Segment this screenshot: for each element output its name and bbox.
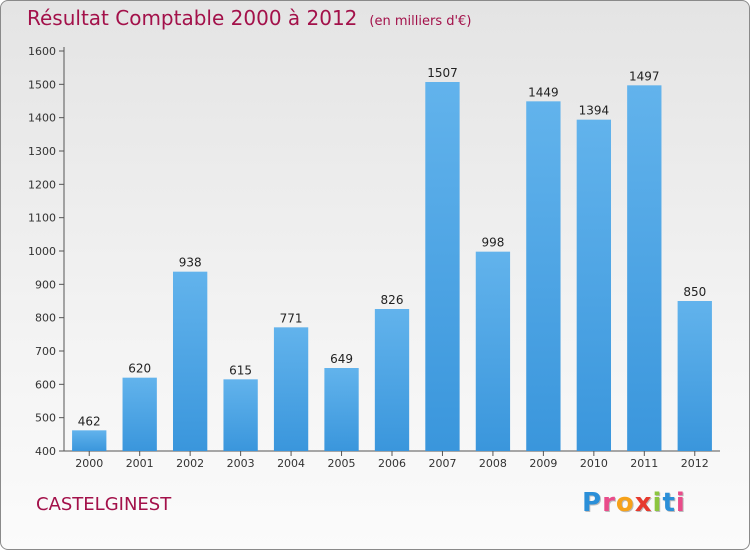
bar-2004 [273, 327, 309, 451]
y-tick-label: 400 [35, 445, 56, 458]
y-tick-label: 700 [35, 345, 56, 358]
logo-letter: t [662, 488, 676, 518]
value-label: 850 [683, 285, 706, 299]
bar-2010 [576, 119, 612, 452]
logo-letter: r [602, 488, 616, 518]
bar-2001 [122, 377, 157, 451]
y-tick-label: 800 [35, 312, 56, 325]
proxiti-logo[interactable]: Proxiti [582, 488, 686, 518]
value-label: 649 [330, 352, 353, 366]
y-tick-label: 1000 [28, 245, 56, 258]
bar-2008 [475, 251, 511, 451]
bars [72, 82, 712, 452]
bar-2002 [172, 271, 208, 451]
logo-letter: i [675, 488, 686, 518]
value-label: 1507 [427, 66, 458, 80]
value-label: 771 [280, 311, 303, 325]
commune-name: CASTELGINEST [36, 494, 172, 515]
value-label: 826 [381, 293, 404, 307]
logo-letter: i [652, 488, 663, 518]
x-tick-label: 2005 [328, 457, 356, 470]
data-labels: 462 620 938 615 771 649 826 1507 998 1449 1394 1497… [78, 66, 706, 428]
x-tick-label: 2001 [126, 457, 154, 470]
bar-2012 [677, 301, 712, 451]
value-label: 938 [179, 256, 202, 270]
bar-2000 [72, 430, 107, 451]
x-tick-label: 2007 [428, 457, 456, 470]
bar-2007 [425, 82, 460, 451]
logo-letter: o [615, 488, 635, 518]
bar-2006 [374, 309, 410, 451]
title-text: Résultat Comptable 2000 à 2012 [27, 6, 358, 30]
y-tick-label: 900 [35, 278, 56, 291]
value-label: 620 [128, 362, 151, 376]
y-tick-label: 1300 [28, 145, 56, 158]
x-tick-label: 2008 [479, 457, 507, 470]
value-label: 1449 [528, 85, 559, 99]
bar-2003 [223, 379, 258, 451]
y-tick-label: 1400 [28, 112, 56, 125]
x-tick-label: 2004 [277, 457, 305, 470]
logo-letter: P [582, 488, 603, 518]
x-tick-label: 2012 [681, 457, 709, 470]
x-tick-label: 2002 [176, 457, 204, 470]
value-label: 1394 [579, 104, 610, 118]
y-tick-label: 1600 [28, 45, 56, 58]
chart-title: Résultat Comptable 2000 à 2012 (en millie… [27, 6, 471, 30]
x-tick-label: 2003 [227, 457, 255, 470]
bar-2011 [627, 85, 662, 451]
y-tick-label: 1500 [28, 78, 56, 91]
y-tick-label: 500 [35, 412, 56, 425]
value-label: 462 [78, 414, 101, 428]
x-tick-label: 2009 [529, 457, 557, 470]
x-tick-label: 2006 [378, 457, 406, 470]
value-label: 1497 [629, 69, 660, 83]
value-label: 615 [229, 363, 252, 377]
y-tick-label: 600 [35, 378, 56, 391]
bar-2009 [526, 101, 561, 451]
x-tick-label: 2000 [75, 457, 103, 470]
y-tick-label: 1100 [28, 212, 56, 225]
x-tick-label: 2010 [580, 457, 608, 470]
logo-letter: x [634, 488, 653, 518]
x-tick-label: 2011 [630, 457, 658, 470]
y-tick-label: 1200 [28, 178, 56, 191]
bar-2005 [324, 368, 359, 451]
value-label: 998 [481, 236, 504, 250]
chart-subtitle: (en milliers d'€) [369, 14, 472, 29]
